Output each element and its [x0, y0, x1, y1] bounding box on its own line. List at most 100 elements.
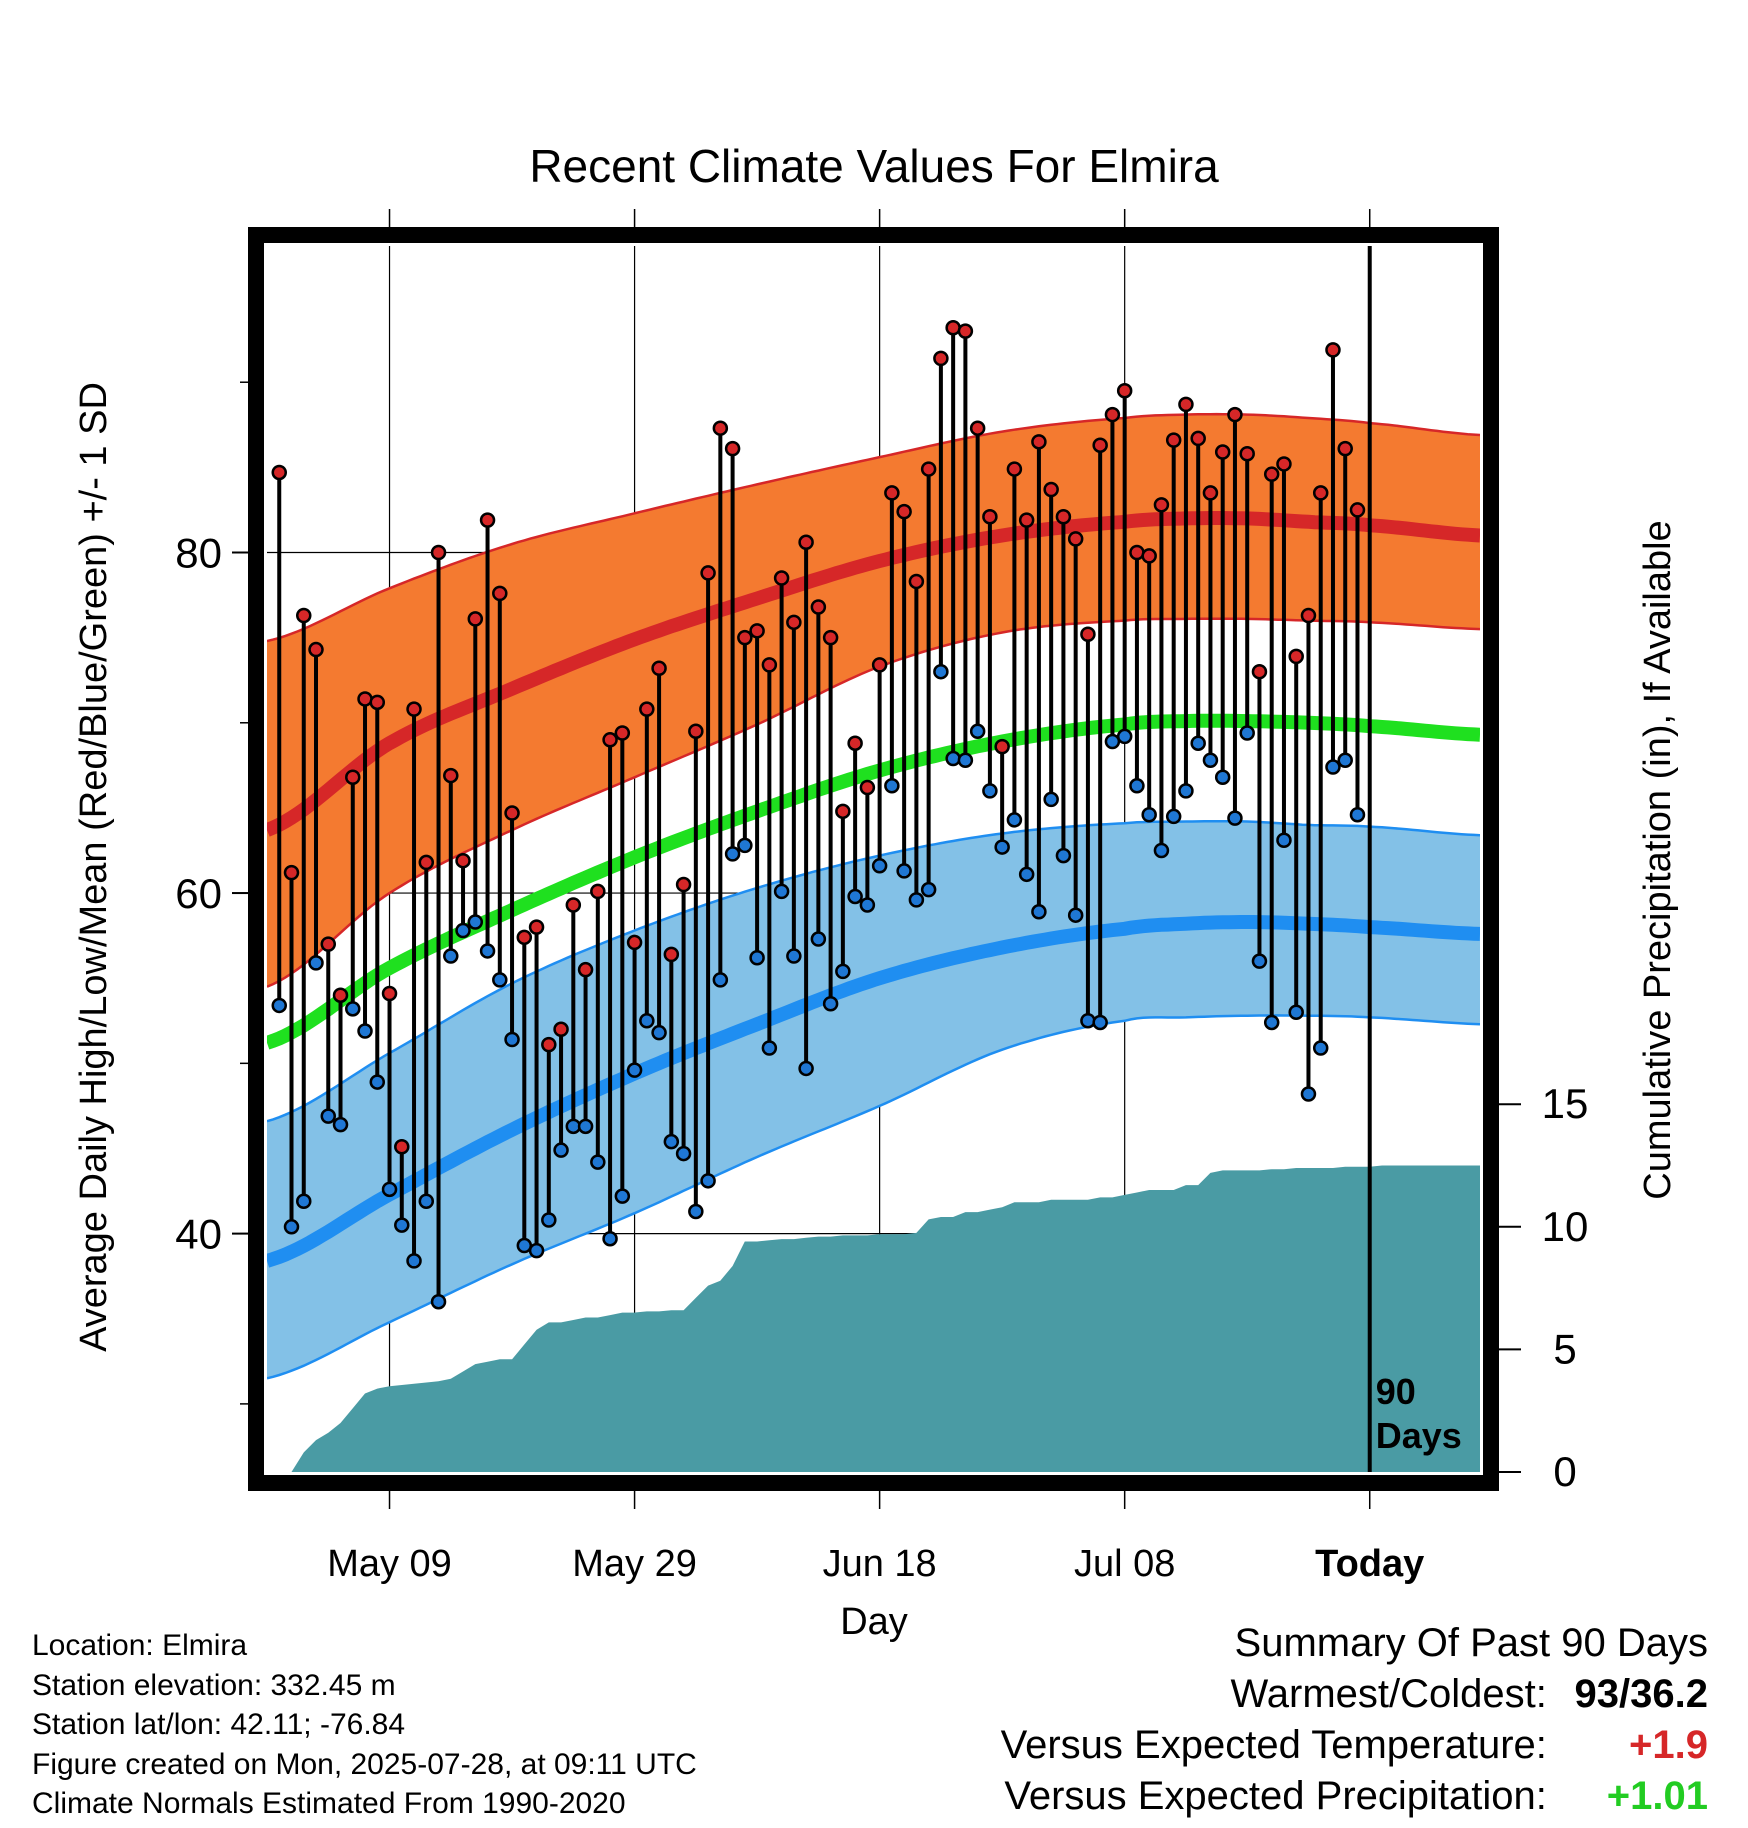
observed-low-point [675, 1145, 692, 1162]
observed-low-point [1018, 866, 1035, 883]
observed-high-point [1104, 406, 1121, 423]
observed-high-point [577, 961, 594, 978]
observed-high-point [945, 319, 961, 336]
observed-low-point [724, 846, 741, 862]
observed-high-point [565, 897, 582, 913]
observed-low-point [1214, 769, 1231, 786]
observed-low-point [884, 778, 900, 794]
observed-high-point [504, 805, 520, 821]
observed-high-point [1006, 461, 1023, 477]
observed-high-point [908, 573, 925, 590]
observed-low-point [1006, 812, 1023, 828]
observed-low-point [528, 1242, 545, 1259]
observed-low-point [871, 858, 888, 874]
y2-tick-label-0: 0 [1553, 1448, 1576, 1495]
high-sd-band [267, 414, 1480, 987]
observed-low-point [296, 1193, 312, 1210]
observed-high-point [406, 701, 422, 717]
observed-high-point [1165, 432, 1182, 448]
observed-low-point [1239, 725, 1255, 741]
today-marker-label-days-word: Days [1376, 1415, 1462, 1456]
observed-high-point [1080, 626, 1096, 642]
observed-low-point [1055, 847, 1072, 864]
observed-low-point [504, 1031, 520, 1048]
x-axis-label: Day [840, 1601, 908, 1643]
warmest-coldest-label: Warmest/Coldest: [1230, 1672, 1547, 1716]
observed-high-point [296, 607, 312, 624]
station-location: Location: Elmira [32, 1629, 248, 1662]
low-normal-line [267, 915, 1480, 1268]
observed-low-point [737, 837, 753, 854]
x-tick-label-2: Jun 18 [823, 1543, 937, 1585]
summary-temp-departure: Versus Expected Temperature: +1.9 [1001, 1720, 1708, 1771]
observed-low-point [700, 1173, 716, 1189]
observed-high-point [553, 1021, 569, 1038]
observed-high-point [1214, 444, 1231, 460]
observed-high-point [308, 641, 324, 658]
observed-low-point [908, 892, 925, 908]
observed-low-point [712, 972, 729, 988]
observed-high-point [283, 864, 300, 881]
observed-high-point [357, 691, 373, 707]
observed-low-point [773, 883, 790, 900]
observed-high-point [602, 732, 618, 748]
observed-high-point [1116, 382, 1133, 399]
observed-high-point [1325, 342, 1341, 358]
observed-low-point [945, 750, 961, 767]
observed-low-point [1043, 791, 1059, 808]
high-band-upper-edge [267, 412, 1480, 643]
precip-departure-label: Versus Expected Precipitation: [1004, 1774, 1547, 1818]
chart-title: Recent Climate Values For Elmira [529, 140, 1219, 192]
observed-low-point [786, 948, 802, 964]
observed-high-point [1092, 437, 1108, 453]
observed-low-point [492, 972, 508, 988]
summary-precip-departure: Versus Expected Precipitation: +1.01 [1001, 1771, 1708, 1822]
observed-high-point [675, 876, 692, 893]
temp-departure-value: +1.9 [1629, 1723, 1708, 1767]
observed-high-point [835, 803, 851, 820]
high-normal-line [267, 511, 1480, 837]
x-tick-label-0: May 09 [327, 1543, 452, 1585]
station-elevation: Station elevation: 332.45 m [32, 1668, 396, 1702]
y-tick-label-80: 80 [175, 530, 222, 577]
observed-high-point [443, 767, 459, 784]
observed-high-point [1031, 434, 1047, 450]
observed-high-point [1312, 485, 1329, 501]
x-tick-label-1: May 29 [572, 1543, 697, 1585]
observed-high-point [663, 946, 680, 963]
observed-high-point [651, 660, 667, 677]
observed-low-point [1202, 752, 1219, 768]
observed-low-point [406, 1253, 422, 1269]
observed-high-point [957, 323, 974, 339]
observed-high-point [1349, 502, 1366, 518]
observed-low-point [541, 1212, 557, 1228]
observed-high-point [810, 599, 827, 615]
observed-low-point [810, 931, 827, 947]
observed-high-point [920, 461, 937, 477]
observed-low-point [369, 1074, 386, 1090]
observed-high-point [1276, 456, 1292, 472]
observed-high-point [884, 485, 900, 501]
observed-high-point [798, 534, 814, 551]
y2-axis-label: Cumulative Precipitation (in), If Availa… [1637, 520, 1679, 1199]
observed-high-point [1018, 512, 1035, 528]
precip-departure-value: +1.01 [1606, 1774, 1708, 1818]
observed-low-point [1325, 759, 1341, 775]
observed-high-point [822, 629, 839, 646]
observed-low-point [896, 863, 912, 879]
observed-high-point [982, 508, 998, 525]
observed-high-point [345, 769, 361, 786]
station-latlon: Station lat/lon: 42.11; -76.84 [32, 1708, 406, 1741]
observed-high-point [528, 919, 545, 935]
y-tick-label-40: 40 [175, 1211, 222, 1258]
observed-low-point [1276, 832, 1292, 849]
observed-high-point [467, 611, 484, 627]
observed-low-point [626, 1062, 643, 1078]
observed-low-point [320, 1108, 337, 1124]
observed-low-point [357, 1023, 373, 1039]
figure-created: Figure created on Mon, 2025-07-28, at 09… [32, 1747, 697, 1781]
observed-high-point [381, 985, 398, 1002]
station-info: Location: Elmira Station elevation: 332.… [32, 1626, 697, 1824]
observed-low-point [1153, 842, 1170, 859]
observed-high-point [516, 929, 533, 946]
